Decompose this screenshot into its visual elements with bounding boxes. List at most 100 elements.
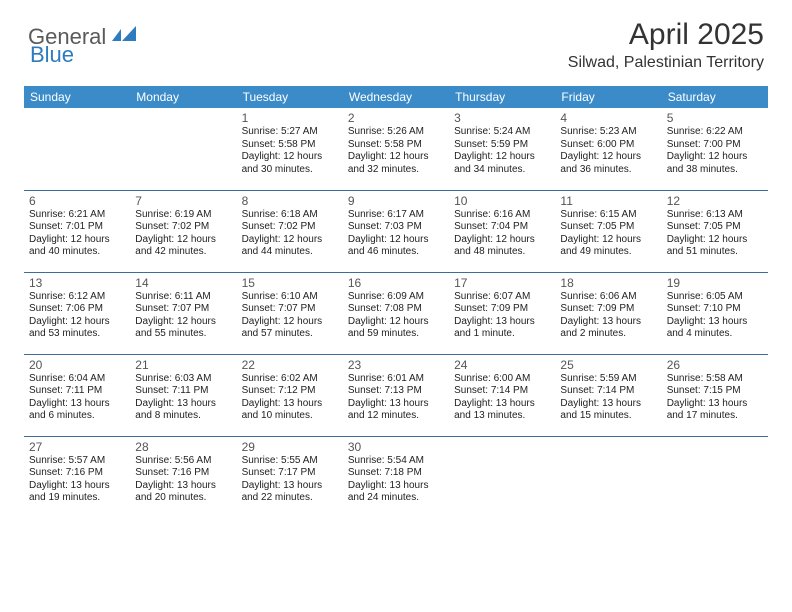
daylight-text: and 40 minutes. (29, 246, 125, 259)
brand-word2: Blue (30, 42, 74, 67)
sunrise-text: Sunrise: 5:56 AM (135, 455, 231, 468)
day-number: 27 (29, 440, 125, 454)
day-number: 23 (348, 358, 444, 372)
daylight-text: and 4 minutes. (667, 328, 763, 341)
sunset-text: Sunset: 7:05 PM (667, 221, 763, 234)
calendar-cell: 4Sunrise: 5:23 AMSunset: 6:00 PMDaylight… (555, 108, 661, 190)
daylight-text: Daylight: 12 hours (348, 316, 444, 329)
sunrise-text: Sunrise: 6:12 AM (29, 291, 125, 304)
sunset-text: Sunset: 7:12 PM (242, 385, 338, 398)
daylight-text: and 19 minutes. (29, 492, 125, 505)
sunrise-text: Sunrise: 5:59 AM (560, 373, 656, 386)
calendar-cell: 8Sunrise: 6:18 AMSunset: 7:02 PMDaylight… (237, 190, 343, 272)
day-number: 21 (135, 358, 231, 372)
sunset-text: Sunset: 7:02 PM (135, 221, 231, 234)
calendar-cell: 6Sunrise: 6:21 AMSunset: 7:01 PMDaylight… (24, 190, 130, 272)
calendar-cell: 26Sunrise: 5:58 AMSunset: 7:15 PMDayligh… (662, 354, 768, 436)
sunset-text: Sunset: 7:09 PM (560, 303, 656, 316)
calendar-cell: 24Sunrise: 6:00 AMSunset: 7:14 PMDayligh… (449, 354, 555, 436)
day-number: 1 (242, 111, 338, 125)
sunset-text: Sunset: 6:00 PM (560, 139, 656, 152)
day-number: 5 (667, 111, 763, 125)
sunset-text: Sunset: 7:13 PM (348, 385, 444, 398)
sunset-text: Sunset: 7:15 PM (667, 385, 763, 398)
day-number: 4 (560, 111, 656, 125)
sunrise-text: Sunrise: 5:24 AM (454, 126, 550, 139)
daylight-text: Daylight: 12 hours (560, 151, 656, 164)
calendar-cell-empty (449, 436, 555, 518)
sunrise-text: Sunrise: 6:18 AM (242, 209, 338, 222)
sunrise-text: Sunrise: 6:17 AM (348, 209, 444, 222)
calendar-cell: 1Sunrise: 5:27 AMSunset: 5:58 PMDaylight… (237, 108, 343, 190)
calendar-cell: 21Sunrise: 6:03 AMSunset: 7:11 PMDayligh… (130, 354, 236, 436)
calendar-row: 27Sunrise: 5:57 AMSunset: 7:16 PMDayligh… (24, 436, 768, 518)
calendar-head: SundayMondayTuesdayWednesdayThursdayFrid… (24, 86, 768, 108)
sunset-text: Sunset: 7:18 PM (348, 467, 444, 480)
calendar-cell: 12Sunrise: 6:13 AMSunset: 7:05 PMDayligh… (662, 190, 768, 272)
sunrise-text: Sunrise: 6:13 AM (667, 209, 763, 222)
day-number: 2 (348, 111, 444, 125)
daylight-text: and 49 minutes. (560, 246, 656, 259)
daylight-text: Daylight: 13 hours (560, 316, 656, 329)
day-header: Wednesday (343, 86, 449, 108)
daylight-text: Daylight: 13 hours (560, 398, 656, 411)
daylight-text: and 12 minutes. (348, 410, 444, 423)
calendar-cell: 16Sunrise: 6:09 AMSunset: 7:08 PMDayligh… (343, 272, 449, 354)
sunrise-text: Sunrise: 6:02 AM (242, 373, 338, 386)
calendar-cell: 27Sunrise: 5:57 AMSunset: 7:16 PMDayligh… (24, 436, 130, 518)
day-number: 19 (667, 276, 763, 290)
calendar-cell: 22Sunrise: 6:02 AMSunset: 7:12 PMDayligh… (237, 354, 343, 436)
daylight-text: and 1 minute. (454, 328, 550, 341)
calendar-cell: 18Sunrise: 6:06 AMSunset: 7:09 PMDayligh… (555, 272, 661, 354)
sunrise-text: Sunrise: 6:05 AM (667, 291, 763, 304)
daylight-text: and 2 minutes. (560, 328, 656, 341)
daylight-text: and 8 minutes. (135, 410, 231, 423)
day-header: Tuesday (237, 86, 343, 108)
page-header: General April 2025 Silwad, Palestinian T… (0, 0, 792, 78)
day-number: 24 (454, 358, 550, 372)
calendar-cell: 20Sunrise: 6:04 AMSunset: 7:11 PMDayligh… (24, 354, 130, 436)
daylight-text: Daylight: 13 hours (454, 398, 550, 411)
title-block: April 2025 Silwad, Palestinian Territory (568, 18, 764, 72)
sunset-text: Sunset: 7:04 PM (454, 221, 550, 234)
calendar-table: SundayMondayTuesdayWednesdayThursdayFrid… (24, 86, 768, 518)
calendar-cell: 17Sunrise: 6:07 AMSunset: 7:09 PMDayligh… (449, 272, 555, 354)
daylight-text: Daylight: 13 hours (135, 480, 231, 493)
sunset-text: Sunset: 7:11 PM (135, 385, 231, 398)
sunrise-text: Sunrise: 6:03 AM (135, 373, 231, 386)
calendar-cell-empty (662, 436, 768, 518)
day-number: 8 (242, 194, 338, 208)
sunrise-text: Sunrise: 6:10 AM (242, 291, 338, 304)
sunrise-text: Sunrise: 5:58 AM (667, 373, 763, 386)
calendar-cell: 15Sunrise: 6:10 AMSunset: 7:07 PMDayligh… (237, 272, 343, 354)
daylight-text: Daylight: 13 hours (348, 480, 444, 493)
calendar-cell: 10Sunrise: 6:16 AMSunset: 7:04 PMDayligh… (449, 190, 555, 272)
day-header: Monday (130, 86, 236, 108)
daylight-text: Daylight: 12 hours (29, 316, 125, 329)
sunrise-text: Sunrise: 5:54 AM (348, 455, 444, 468)
calendar-cell: 13Sunrise: 6:12 AMSunset: 7:06 PMDayligh… (24, 272, 130, 354)
calendar-cell: 30Sunrise: 5:54 AMSunset: 7:18 PMDayligh… (343, 436, 449, 518)
daylight-text: Daylight: 13 hours (242, 480, 338, 493)
sunset-text: Sunset: 7:00 PM (667, 139, 763, 152)
calendar-cell: 19Sunrise: 6:05 AMSunset: 7:10 PMDayligh… (662, 272, 768, 354)
day-number: 16 (348, 276, 444, 290)
daylight-text: and 6 minutes. (29, 410, 125, 423)
sunset-text: Sunset: 7:09 PM (454, 303, 550, 316)
sunset-text: Sunset: 7:07 PM (135, 303, 231, 316)
sunrise-text: Sunrise: 6:15 AM (560, 209, 656, 222)
sunset-text: Sunset: 7:05 PM (560, 221, 656, 234)
day-number: 3 (454, 111, 550, 125)
day-number: 26 (667, 358, 763, 372)
day-number: 9 (348, 194, 444, 208)
daylight-text: and 42 minutes. (135, 246, 231, 259)
day-header: Sunday (24, 86, 130, 108)
daylight-text: Daylight: 12 hours (242, 151, 338, 164)
day-header: Saturday (662, 86, 768, 108)
day-number: 18 (560, 276, 656, 290)
calendar-row: 1Sunrise: 5:27 AMSunset: 5:58 PMDaylight… (24, 108, 768, 190)
daylight-text: Daylight: 12 hours (348, 151, 444, 164)
daylight-text: Daylight: 12 hours (29, 234, 125, 247)
calendar-body: 1Sunrise: 5:27 AMSunset: 5:58 PMDaylight… (24, 108, 768, 518)
daylight-text: Daylight: 13 hours (667, 398, 763, 411)
